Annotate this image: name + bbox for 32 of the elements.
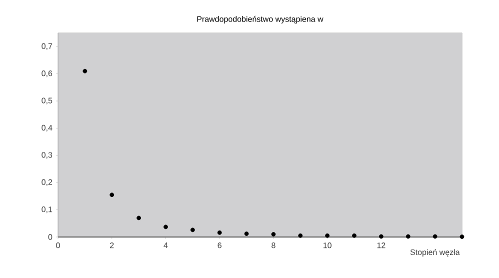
y-tick-label: 0,4 [42, 124, 52, 132]
y-tick-label: 0,6 [42, 70, 52, 78]
x-tick-label: 10 [323, 242, 332, 248]
point [164, 224, 168, 230]
point [352, 233, 356, 238]
point [244, 232, 249, 236]
point [460, 234, 464, 239]
point [271, 232, 276, 236]
chart-title: Prawdopodobieństwo wystąpiena w [197, 16, 324, 24]
y-tick-label: 0,5 [42, 98, 52, 104]
point [110, 192, 114, 198]
y-tick-label: 0 [48, 234, 52, 240]
x-axis-title: Stopień węzła [410, 249, 460, 257]
x-tick-label: 6 [218, 242, 222, 248]
x-tick-label: 12 [377, 242, 386, 248]
point [325, 233, 330, 238]
point [190, 228, 195, 232]
y-tick-label: 0,3 [42, 152, 52, 159]
y-tick-label: 0,1 [42, 206, 52, 214]
point [378, 234, 384, 239]
x-tick-label: 2 [110, 242, 114, 248]
x-tick-label: 8 [272, 242, 276, 248]
point [406, 234, 410, 239]
y-tick-label: 0,7 [42, 43, 52, 50]
point [136, 216, 142, 220]
point [432, 234, 438, 239]
x-tick-label: 4 [164, 242, 168, 248]
point [217, 230, 222, 235]
y-tick-label: 0,2 [42, 179, 52, 186]
point [82, 68, 88, 74]
point [298, 233, 303, 238]
x-tick-label: 0 [56, 242, 60, 248]
